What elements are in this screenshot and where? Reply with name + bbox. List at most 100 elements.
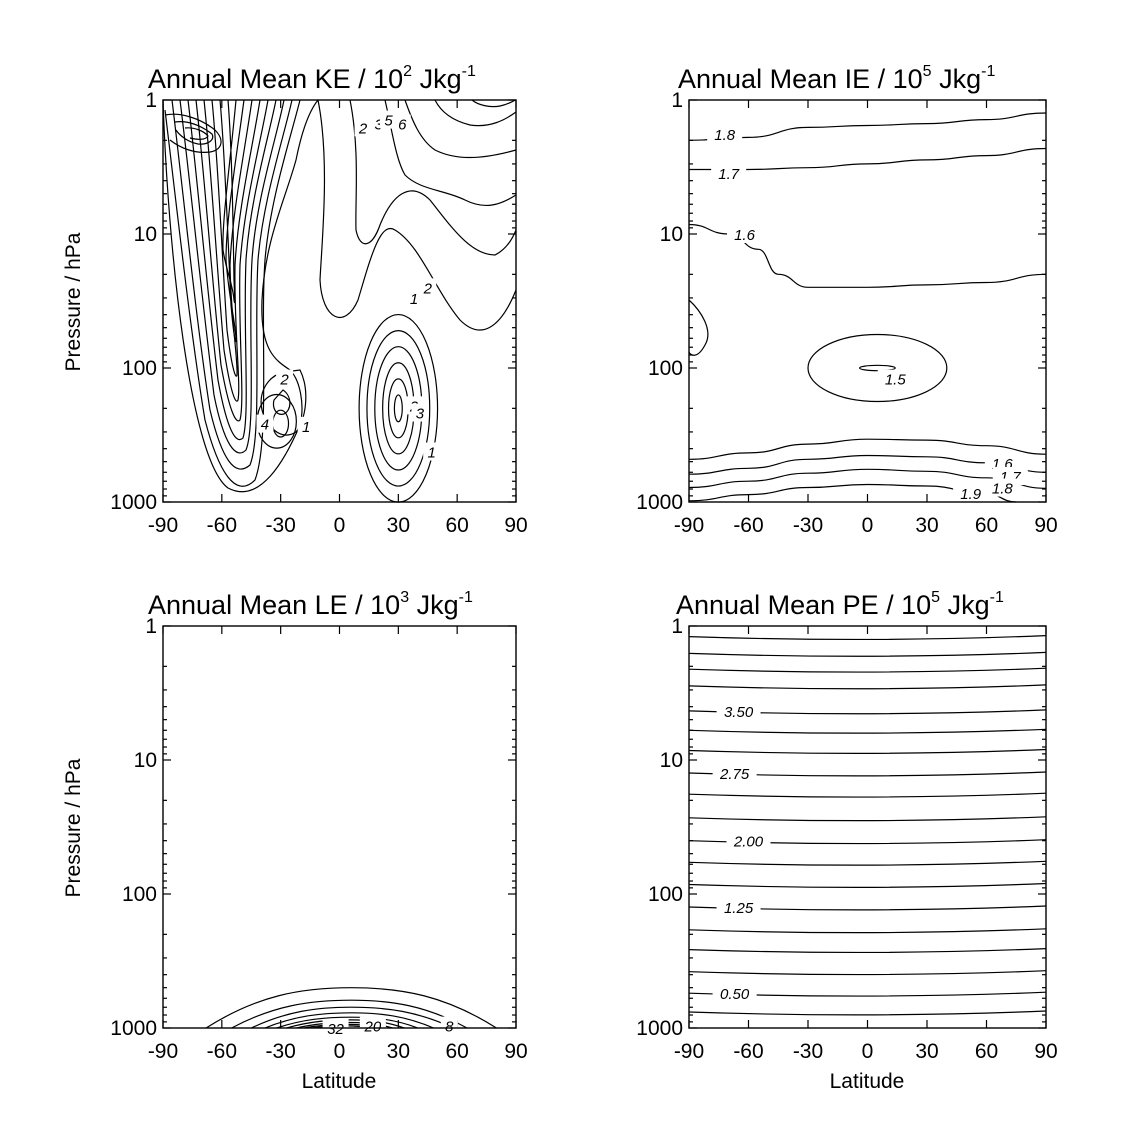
contour-label-bg	[953, 484, 989, 503]
contour-line	[688, 860, 1047, 866]
panel-ke: Annual Mean KE / 102 Jkg-1 Pressure / hP…	[62, 63, 528, 537]
contour-line	[195, 99, 269, 422]
y-tick-label: 10	[134, 749, 157, 772]
contour-label: 2	[423, 280, 433, 297]
contour-labels: 235621241231	[256, 110, 441, 462]
contour-label-bg	[716, 701, 761, 720]
contour-label: 3	[375, 117, 384, 134]
panel-ie: Annual Mean IE / 105 Jkg-1 -90 -60 -30 0 30 6…	[636, 63, 1057, 537]
contour-label: 3.50	[724, 704, 754, 721]
contour-label: 1.6	[734, 227, 756, 244]
y-tick-label: 10	[660, 223, 683, 246]
contour-line	[688, 438, 1047, 460]
contour-line	[286, 1019, 405, 1029]
contour-label-bg	[712, 763, 757, 782]
contour-label: 5	[384, 113, 393, 130]
contour-label: 2	[279, 372, 289, 389]
contour-label: 1.25	[724, 900, 754, 917]
x-tick-label: -90	[148, 1040, 178, 1063]
x-tick-label: 90	[1034, 1040, 1057, 1063]
y-tick-label: 1	[671, 615, 683, 638]
x-tick-label: 90	[1034, 514, 1057, 537]
contour-line	[366, 330, 431, 487]
x-tick-label: -60	[207, 514, 237, 537]
contour-line	[276, 1016, 419, 1029]
contour-line	[688, 468, 1047, 489]
contour-labels: 3.50 2.75 2.00 1.25 0.50	[712, 701, 771, 1003]
x-tick-label: 90	[504, 1040, 527, 1063]
contour-line	[317, 99, 517, 331]
contour-label-bg	[984, 478, 1020, 497]
contour-label: 1.8	[714, 127, 736, 144]
y-tick-label: 100	[122, 357, 157, 380]
x-axis-label: Latitude	[830, 1070, 905, 1093]
contour-line	[688, 948, 1047, 954]
contour-label: 8	[445, 1019, 454, 1036]
plot-frame	[162, 99, 517, 503]
contour-line	[688, 748, 1047, 754]
contour-line	[187, 99, 277, 441]
contour-label-bg	[711, 163, 747, 182]
contour-line	[205, 987, 497, 1029]
contour-line	[222, 99, 237, 304]
contour-label-bg	[423, 442, 441, 461]
contour-line	[231, 999, 468, 1029]
contour-label: 3	[416, 406, 425, 423]
panel-le: Annual Mean LE / 103 Jkg-1 Pressure / hP…	[62, 589, 528, 1093]
contour-label-bg	[726, 831, 771, 850]
contour-label-bg	[877, 369, 913, 388]
contour-line	[179, 99, 285, 454]
contour-line	[471, 99, 517, 108]
y-axis-label: Pressure / hPa	[62, 232, 85, 371]
x-tick-label: 90	[504, 514, 527, 537]
x-tick-label: 30	[915, 514, 938, 537]
contours	[688, 112, 1047, 503]
contour-label-bg	[354, 118, 372, 137]
x-tick-label: 0	[334, 1040, 346, 1063]
y-tick-label: 10	[660, 749, 683, 772]
ticks: -90 -60 -30 0 30 60 90 1 10 100 1000	[110, 615, 527, 1063]
contour-line	[688, 970, 1047, 976]
x-tick-label: 60	[975, 514, 998, 537]
contour-label: 6	[398, 117, 407, 134]
contour-label: 2	[358, 120, 368, 137]
panel-title: Annual Mean IE / 105 Jkg-1	[678, 63, 995, 94]
contour-label: 32	[327, 1021, 344, 1038]
x-tick-label: -60	[733, 514, 763, 537]
contour-line	[164, 99, 301, 487]
contour-line	[162, 99, 319, 493]
contour-line	[858, 364, 896, 372]
contour-label: 1.5	[885, 372, 907, 389]
contour-line	[272, 389, 291, 415]
x-tick-label: -30	[265, 514, 295, 537]
contour-line	[688, 667, 1047, 673]
y-tick-label: 1000	[636, 491, 683, 514]
ticks: -90 -60 -30 0 30 60 90 1 10 100 1000	[110, 89, 527, 537]
contour-line	[807, 333, 948, 403]
contour-label: 4	[261, 417, 269, 434]
contour-line	[434, 99, 517, 127]
contour-line	[688, 792, 1047, 798]
contour-label-bg	[712, 984, 757, 1003]
contour-label-bg	[359, 1016, 386, 1035]
contour-label: 1	[428, 445, 436, 462]
x-tick-label: -90	[148, 514, 178, 537]
x-tick-label: -90	[674, 1040, 704, 1063]
x-tick-label: 0	[334, 514, 346, 537]
contour-label-bg	[716, 897, 761, 916]
contour-label-bg	[411, 403, 429, 422]
contour-line	[184, 127, 209, 140]
contour-label-bg	[256, 414, 274, 433]
panel-title: Annual Mean KE / 102 Jkg-1	[148, 63, 476, 94]
contour-line	[688, 651, 1047, 657]
contour-label-bg	[419, 278, 437, 297]
contour-line	[393, 394, 403, 423]
plot-frame	[688, 99, 1047, 503]
contour-line	[688, 299, 709, 356]
contour-line	[219, 99, 245, 343]
contour-line	[688, 928, 1047, 934]
panel-title: Annual Mean LE / 103 Jkg-1	[148, 589, 473, 620]
contour-label: 1.9	[960, 486, 982, 503]
y-tick-label: 1000	[110, 1017, 157, 1040]
